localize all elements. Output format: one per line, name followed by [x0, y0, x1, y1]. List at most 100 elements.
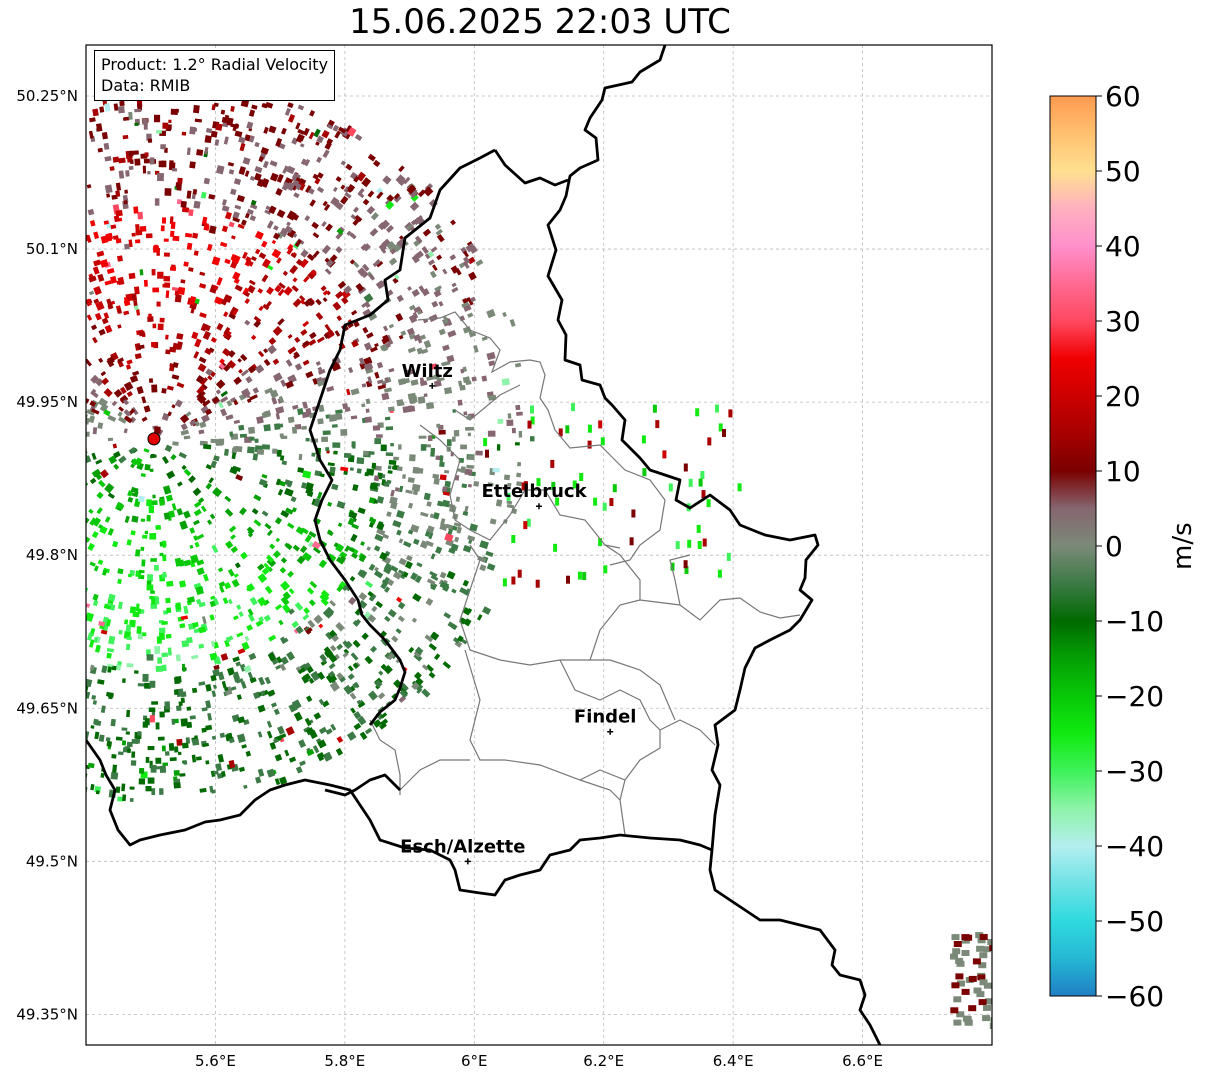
- echo-pixel: [113, 103, 119, 111]
- echo-pixel: [376, 521, 384, 529]
- echo-pixel: [983, 946, 992, 953]
- echo-pixel: [238, 368, 243, 374]
- echo-pixel: [166, 702, 170, 707]
- echo-pixel: [486, 563, 496, 571]
- echo-pixel: [365, 398, 371, 405]
- echo-pixel: [110, 224, 117, 230]
- echo-pixel: [105, 737, 111, 742]
- echo-pixel: [376, 361, 384, 369]
- echo-pixel: [247, 284, 256, 294]
- echo-pixel: [450, 219, 456, 226]
- colorbar-unit-label: m/s: [1168, 522, 1198, 570]
- echo-pixel: [425, 664, 434, 673]
- echo-pixel: [186, 706, 192, 711]
- echo-pixel: [132, 370, 140, 376]
- echo-pixel: [336, 672, 344, 680]
- echo-pixel: [311, 221, 319, 230]
- echo-pixel: [226, 732, 233, 740]
- colorbar-tick-label: −30: [1105, 755, 1164, 788]
- echo-pixel: [424, 253, 431, 260]
- echo-pixel: [210, 337, 217, 343]
- echo-pixel: [379, 722, 387, 730]
- echo-pixel: [422, 318, 429, 324]
- echo-pixel: [275, 137, 283, 147]
- echo-pixel: [169, 346, 177, 353]
- echo-pixel: [287, 102, 294, 109]
- echo-pixel: [193, 250, 199, 256]
- echo-pixel: [224, 495, 232, 503]
- echo-pixel: [527, 420, 532, 429]
- echo-pixel: [183, 760, 188, 765]
- echo-pixel: [263, 126, 269, 134]
- echo-pixel: [127, 490, 133, 497]
- echo-pixel: [117, 568, 124, 575]
- echo-pixel: [194, 118, 203, 123]
- echo-pixel: [157, 323, 164, 331]
- echo-pixel: [100, 772, 105, 778]
- echo-pixel: [162, 554, 167, 562]
- echo-pixel: [167, 647, 172, 656]
- echo-pixel: [248, 652, 257, 661]
- echo-pixel: [144, 682, 151, 689]
- echo-pixel: [318, 404, 325, 413]
- echo-pixel: [308, 729, 318, 740]
- echo-pixel: [304, 662, 311, 669]
- echo-pixel: [161, 652, 168, 658]
- echo-pixel: [165, 349, 171, 355]
- echo-pixel: [344, 191, 352, 199]
- echo-pixel: [367, 451, 375, 455]
- echo-pixel: [152, 287, 160, 293]
- echo-pixel: [968, 975, 977, 982]
- echo-pixel: [451, 623, 458, 631]
- echo-pixel: [381, 579, 389, 586]
- echo-pixel: [411, 681, 420, 691]
- echo-pixel: [266, 220, 274, 229]
- echo-pixel: [299, 663, 309, 673]
- echo-pixel: [219, 585, 225, 593]
- echo-pixel: [218, 401, 224, 409]
- echo-pixel: [159, 711, 165, 718]
- echo-pixel: [319, 653, 327, 662]
- echo-pixel: [124, 515, 130, 524]
- echo-pixel: [150, 590, 155, 594]
- echo-pixel: [316, 491, 323, 500]
- echo-pixel: [274, 778, 281, 786]
- echo-pixel: [249, 215, 257, 222]
- echo-pixel: [344, 406, 351, 412]
- echo-pixel: [104, 324, 113, 334]
- echo-pixel: [316, 156, 323, 164]
- echo-pixel: [306, 748, 315, 757]
- echo-pixel: [378, 243, 387, 252]
- echo-pixel: [348, 546, 355, 553]
- echo-pixel: [273, 232, 281, 240]
- echo-pixel: [341, 296, 349, 305]
- echo-pixel: [481, 606, 492, 615]
- echo-pixel: [284, 507, 294, 515]
- echo-pixel: [279, 423, 284, 428]
- echo-pixel: [325, 606, 335, 616]
- echo-pixel: [249, 175, 256, 181]
- echo-pixel: [215, 439, 223, 446]
- product-info-box: Product: 1.2° Radial Velocity Data: RMIB: [94, 50, 336, 101]
- echo-pixel: [219, 241, 228, 248]
- echo-pixel: [380, 712, 388, 719]
- echo-pixel: [277, 725, 285, 735]
- echo-pixel: [305, 407, 312, 416]
- echo-pixel: [185, 411, 192, 418]
- echo-pixel: [163, 252, 170, 257]
- echo-pixel: [566, 575, 570, 584]
- echo-pixel: [394, 274, 400, 280]
- echo-pixel: [977, 937, 986, 944]
- echo-pixel: [296, 555, 306, 565]
- echo-pixel: [271, 239, 277, 245]
- echo-pixel: [107, 304, 114, 310]
- echo-pixel: [213, 770, 219, 775]
- echo-pixel: [410, 524, 420, 533]
- echo-pixel: [410, 379, 419, 386]
- echo-pixel: [362, 263, 370, 272]
- echo-pixel: [385, 200, 395, 210]
- echo-pixel: [103, 142, 110, 150]
- echo-pixel: [232, 271, 241, 281]
- echo-pixel: [129, 606, 137, 614]
